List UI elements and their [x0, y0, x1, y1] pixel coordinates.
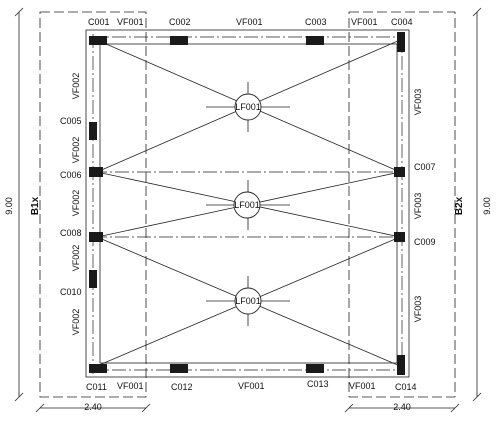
- label-vf001-bottom-right: VF001: [349, 381, 376, 391]
- slab-label-bottom: LF001: [235, 296, 261, 306]
- dimension-right-value: 9.00: [482, 197, 492, 215]
- label-c003: C003: [305, 17, 327, 27]
- label-c011: C011: [86, 382, 107, 392]
- label-c007: C007: [414, 162, 436, 172]
- column-c014: [397, 355, 405, 375]
- label-vf001-bottom-left: VF001: [117, 381, 144, 391]
- label-vf003-right-1: VF003: [413, 89, 423, 116]
- column-c011: [89, 364, 107, 373]
- label-vf002-left-2: VF002: [71, 137, 81, 164]
- label-vf002-left-3: VF002: [71, 190, 81, 217]
- column-c013: [306, 364, 324, 373]
- dimension-left-vertical: [14, 7, 24, 402]
- dimension-left-value: 9.00: [4, 197, 14, 215]
- label-c009: C009: [414, 237, 436, 247]
- label-c006: C006: [60, 170, 82, 180]
- building-outline: [85, 29, 410, 378]
- column-c006: [89, 167, 103, 177]
- column-c001: [89, 36, 107, 45]
- inner-beam-outline: [99, 43, 398, 364]
- label-vf002-left-4: VF002: [71, 245, 81, 272]
- column-c002: [170, 36, 188, 45]
- column-c005: [89, 122, 97, 140]
- dimension-bottom-right: [344, 403, 460, 413]
- label-c002: C002: [169, 17, 191, 27]
- dimension-bottom-left: [35, 403, 151, 413]
- label-vf003-right-3: VF003: [413, 296, 423, 323]
- label-c014: C014: [395, 382, 417, 392]
- column-c009: [394, 232, 405, 242]
- band-label-b1x: B1x: [30, 196, 41, 215]
- label-vf001-top-right: VF001: [351, 17, 378, 27]
- label-vf003-right-2: VF003: [413, 193, 423, 220]
- column-c003: [306, 36, 324, 45]
- slab-lf001-top: [206, 82, 290, 132]
- slab-lf001-bottom: [206, 276, 290, 326]
- slab-label-top: LF001: [235, 102, 261, 112]
- label-vf002-left-5: VF002: [71, 309, 81, 336]
- label-c001: C001: [88, 17, 110, 27]
- slab-label-middle: LF001: [234, 200, 260, 210]
- label-c013: C013: [307, 379, 329, 389]
- label-vf001-top-center: VF001: [236, 17, 263, 27]
- label-c012: C012: [171, 382, 193, 392]
- label-vf002-left-1: VF002: [71, 73, 81, 100]
- label-vf001-bottom-center: VF001: [238, 381, 265, 391]
- band-label-b2x: B2x: [454, 196, 465, 215]
- band-b2x-frame: [348, 11, 456, 398]
- column-c007: [394, 167, 405, 177]
- label-c010: C010: [60, 287, 82, 297]
- column-c004: [397, 32, 405, 52]
- label-c005: C005: [60, 116, 82, 126]
- label-vf001-top-left: VF001: [117, 17, 144, 27]
- dimension-bottom-right-value: 2.40: [393, 402, 411, 412]
- dimension-right-vertical: [472, 7, 482, 402]
- column-c008: [89, 232, 103, 242]
- band-b1x-frame: [39, 11, 147, 398]
- slab-lf001-middle: [206, 180, 290, 230]
- column-c010: [89, 270, 97, 288]
- label-c008: C008: [60, 228, 82, 238]
- label-c004: C004: [391, 17, 413, 27]
- dimension-bottom-left-value: 2.40: [84, 402, 102, 412]
- column-c012: [170, 364, 188, 373]
